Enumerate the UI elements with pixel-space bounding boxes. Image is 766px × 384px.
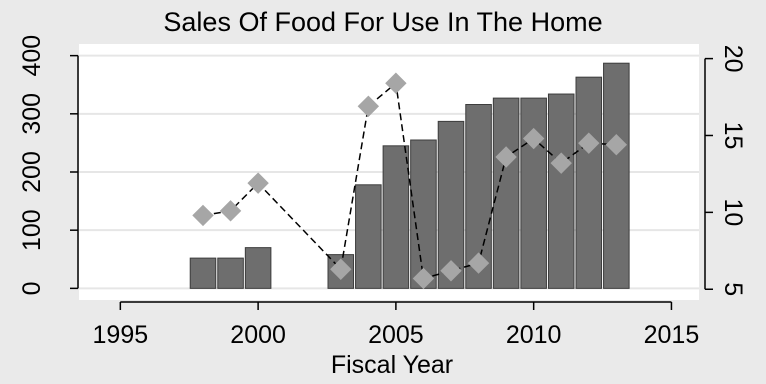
data-point-marker xyxy=(440,260,462,282)
y-right-tick-label: 10 xyxy=(719,198,747,226)
x-axis-title: Fiscal Year xyxy=(331,351,453,379)
data-point-marker xyxy=(550,152,572,174)
data-point-marker xyxy=(495,146,517,168)
data-point-marker xyxy=(605,134,628,156)
x-tick-label: 2000 xyxy=(230,321,286,349)
data-point-marker xyxy=(522,127,545,150)
y-right-tick-label: 5 xyxy=(719,282,747,296)
bar xyxy=(217,257,244,289)
data-point-marker xyxy=(357,95,380,117)
x-tick-label: 2010 xyxy=(506,321,562,349)
y-left-tick-label: 400 xyxy=(18,35,46,77)
y-left-tick-label: 300 xyxy=(18,93,46,135)
x-tick-label: 1995 xyxy=(93,321,149,349)
bar xyxy=(547,93,575,289)
bar xyxy=(492,97,520,289)
data-point-marker xyxy=(219,200,242,222)
bar xyxy=(382,145,410,289)
data-point-marker xyxy=(192,204,214,227)
data-point-marker xyxy=(578,132,600,154)
x-tick-label: 2015 xyxy=(644,321,700,349)
x-tick-label: 2005 xyxy=(368,321,424,349)
line-series xyxy=(192,72,628,290)
data-point-marker xyxy=(385,72,407,94)
bar xyxy=(575,76,603,289)
data-point-marker xyxy=(467,252,490,274)
data-point-marker xyxy=(330,258,352,280)
y-left-tick-label: 200 xyxy=(18,151,46,193)
y-right-tick-label: 20 xyxy=(719,45,747,73)
bar xyxy=(189,257,217,289)
data-point-marker xyxy=(247,172,269,194)
data-point-marker xyxy=(412,267,435,290)
y-right-tick-label: 15 xyxy=(719,122,747,150)
bar xyxy=(520,97,547,289)
bar xyxy=(355,184,382,289)
y-left-tick-label: 100 xyxy=(18,209,46,251)
y-left-tick-label: 0 xyxy=(18,281,46,295)
bar xyxy=(603,62,630,289)
chart-title: Sales Of Food For Use In The Home xyxy=(163,7,602,37)
bar xyxy=(244,247,272,289)
axes: 0 100 200 300 400 5 10 15 20 1995 2000 2005 2010 2015 xyxy=(18,35,747,349)
bar-series xyxy=(189,62,630,289)
